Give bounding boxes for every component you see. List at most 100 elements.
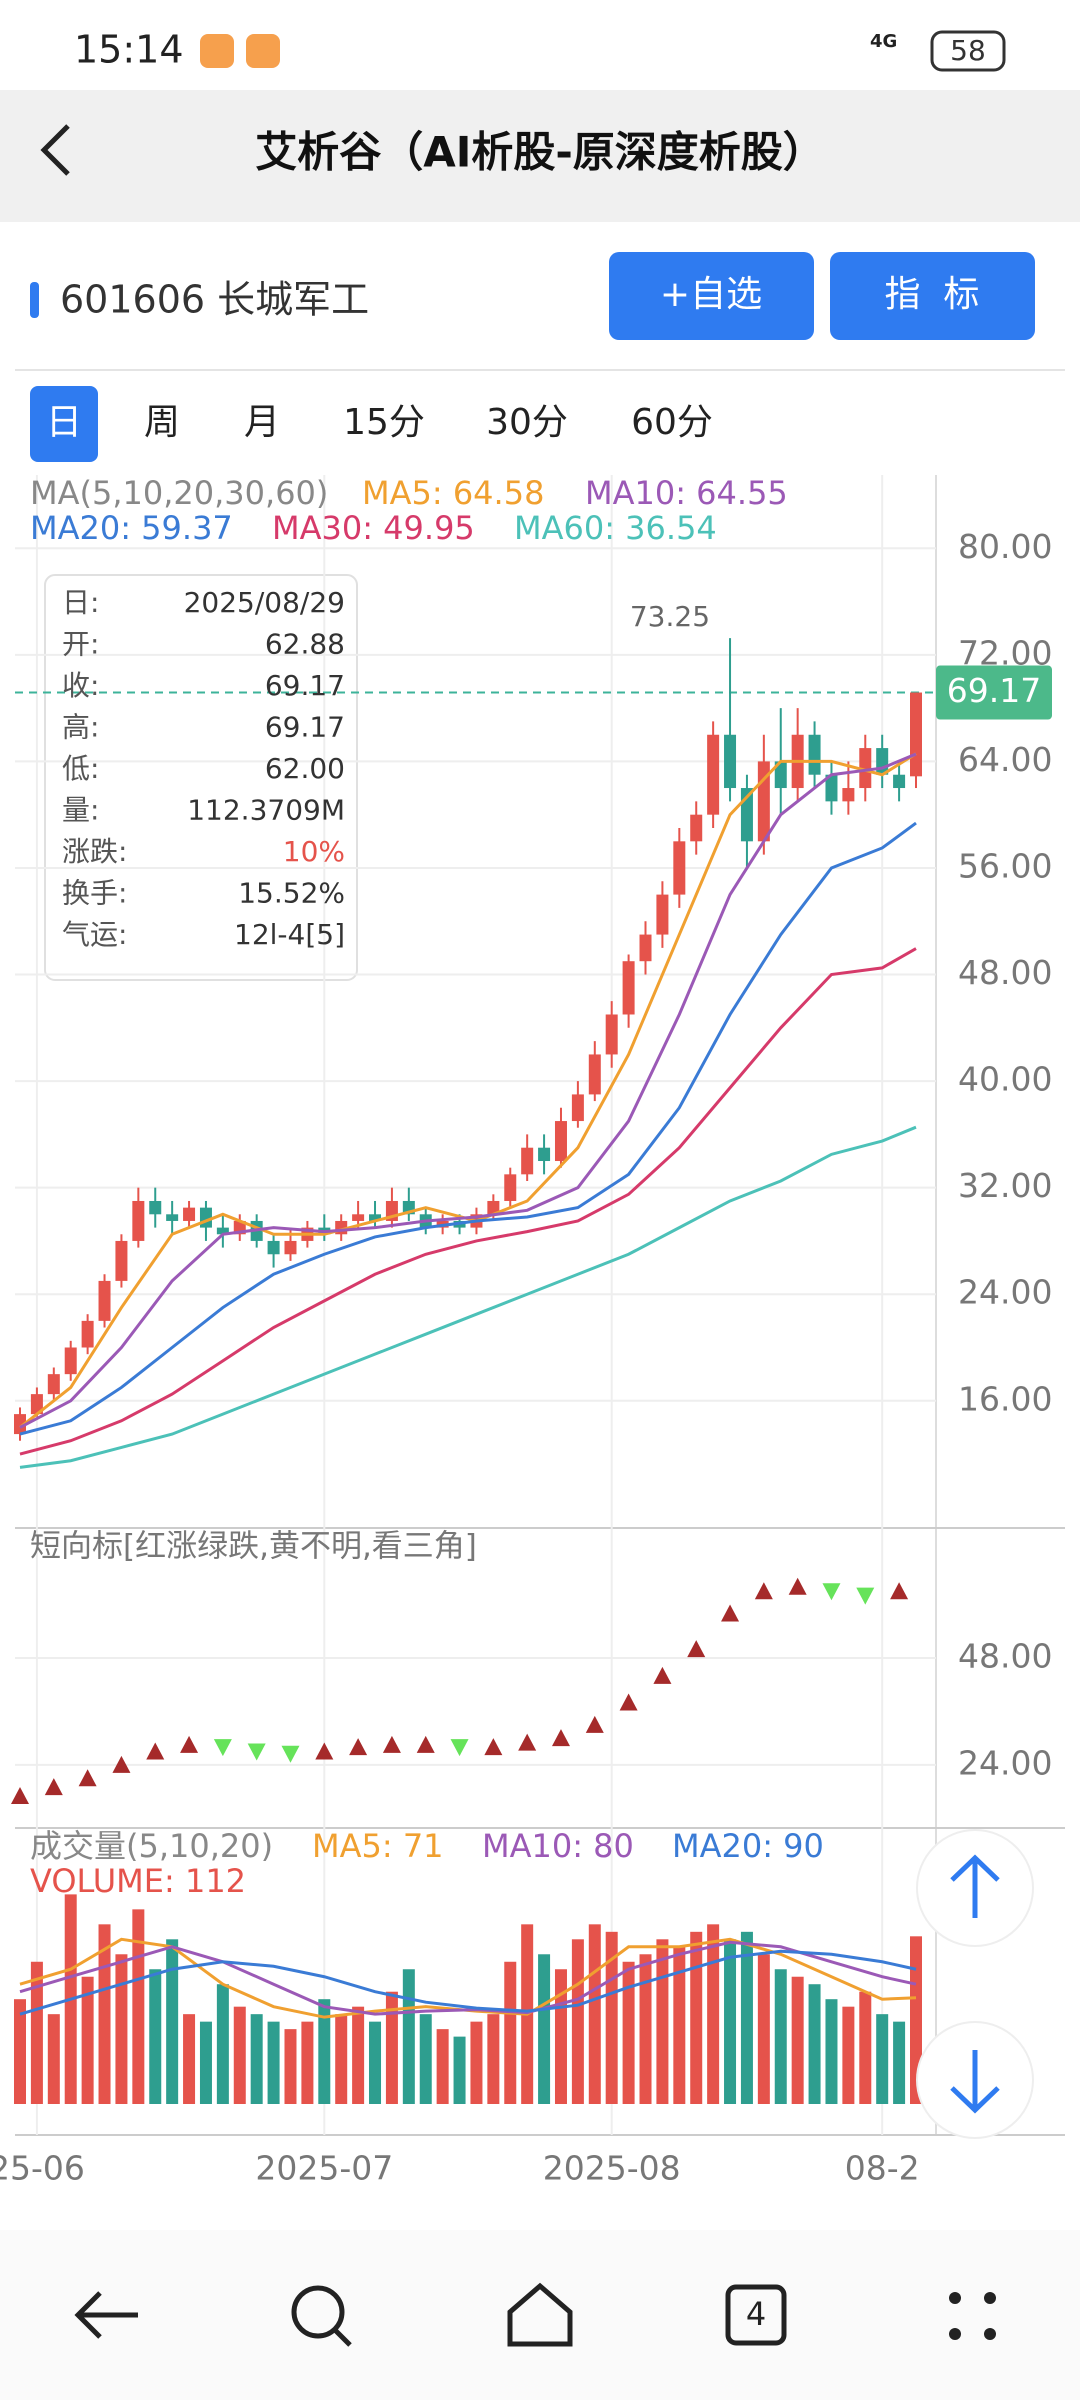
candle-body: [216, 1227, 229, 1235]
x-tick-label: 08-2: [845, 2149, 920, 2188]
volume-bar: [284, 2029, 297, 2104]
volume-legend: MA20: 90: [672, 1827, 824, 1865]
volume-bar: [893, 2021, 906, 2104]
volume-legend: MA10: 80: [482, 1827, 634, 1865]
candle-body: [369, 1214, 382, 1221]
y-tick-label: 32.00: [958, 1166, 1052, 1205]
candle-body: [588, 1054, 601, 1095]
indicator-button[interactable]: [830, 252, 1035, 340]
y-tick-label: 24.00: [958, 1743, 1052, 1782]
candle-body: [808, 734, 821, 775]
volume-bar: [487, 2014, 500, 2104]
period-tab[interactable]: 日: [46, 402, 82, 443]
nav-tabs[interactable]: [725, 2284, 787, 2346]
info-value: 15.52%: [238, 877, 345, 910]
candle-body: [149, 1200, 162, 1215]
indicator-marker: [450, 1739, 469, 1757]
volume-bar: [554, 1969, 567, 2104]
ma-legend: MA30: 49.95: [272, 509, 475, 547]
info-value: 10%: [283, 835, 345, 868]
back-button[interactable]: [40, 124, 70, 176]
volume-bar: [166, 1939, 179, 2104]
volume-bar: [453, 2036, 466, 2104]
volume-bar: [81, 1976, 94, 2104]
info-label: 收:: [62, 669, 99, 702]
volume-bar: [740, 1931, 753, 2104]
period-tab[interactable]: 60分: [631, 402, 713, 443]
candle-body: [538, 1147, 551, 1162]
y-tick-label: 56.00: [958, 846, 1052, 885]
arrow-up: [950, 1854, 1000, 1918]
arrow-down: [950, 2050, 1000, 2114]
volume-bar: [216, 1984, 229, 2104]
nav-menu[interactable]: [949, 2292, 996, 2340]
indicator-marker: [856, 1587, 875, 1605]
nav-search-handle: [333, 2328, 352, 2347]
battery-level: 58: [950, 34, 986, 67]
volume-bar: [724, 1939, 737, 2104]
button-label[interactable]: +自选: [660, 274, 762, 315]
candle-body: [656, 894, 669, 935]
volume-bar: [335, 2014, 348, 2104]
candle-body: [284, 1240, 297, 1255]
nav-bar: [0, 2230, 1080, 2400]
volume-bar: [199, 2021, 212, 2104]
nav-home[interactable]: [507, 2282, 573, 2347]
ma-line: [19, 752, 917, 1429]
volume-bar: [132, 1909, 145, 2104]
candle-body: [267, 1240, 280, 1255]
info-value: 2025/08/29: [184, 586, 345, 619]
volume-bar: [588, 1924, 601, 2104]
candle-body: [910, 692, 922, 777]
info-label: 气运:: [62, 918, 127, 951]
add-watch-button[interactable]: [609, 252, 814, 340]
candle-body: [504, 1174, 517, 1201]
app-icon: [200, 34, 234, 68]
volume-bar: [98, 1924, 111, 2104]
nav-back[interactable]: [74, 2291, 138, 2339]
ma-legend: MA60: 36.54: [514, 509, 717, 547]
y-tick-label: 48.00: [958, 1637, 1052, 1676]
status-network: 4G: [870, 31, 897, 52]
tab-selected[interactable]: [30, 386, 98, 462]
tab-count: 4: [746, 2295, 766, 2333]
info-label: 高:: [62, 711, 99, 744]
stock-name: 601606 长城军工: [60, 278, 369, 322]
indicator-marker: [890, 1582, 909, 1600]
info-label: 量:: [62, 794, 99, 827]
candle-body: [673, 841, 686, 895]
candle-body: [825, 774, 838, 802]
candle-body: [690, 814, 703, 842]
button-label[interactable]: 指 标: [885, 274, 980, 315]
volume-bar: [115, 1954, 128, 2104]
volume-bar: [757, 1954, 770, 2104]
info-label: 换手:: [62, 877, 127, 910]
period-tab[interactable]: 30分: [486, 402, 568, 443]
indicator-title: 短向标[红涨绿跌,黄不明,看三角]: [30, 1529, 477, 1565]
candle-body: [132, 1200, 145, 1241]
period-tab[interactable]: 月: [244, 402, 280, 443]
candle-body: [571, 1094, 584, 1122]
nav-search[interactable]: [291, 2285, 345, 2339]
candle-body: [115, 1240, 128, 1281]
y-tick-label: 24.00: [958, 1273, 1052, 1312]
volume-bar: [673, 1946, 686, 2104]
volume-bar: [250, 2014, 263, 2104]
battery: [930, 30, 1006, 72]
period-tab[interactable]: 15分: [343, 402, 425, 443]
indicator-marker: [721, 1604, 740, 1622]
period-tab[interactable]: 周: [144, 402, 180, 443]
indicator-marker: [281, 1745, 300, 1763]
candle-body: [893, 774, 906, 789]
volume-bar: [876, 2014, 889, 2104]
indicator-marker: [11, 1787, 29, 1805]
volume-ma-line: [19, 1949, 917, 2016]
volume-bar: [791, 1976, 804, 2104]
volume-bar: [233, 2006, 246, 2104]
ma-line: [19, 947, 917, 1456]
candle-body: [605, 1014, 618, 1055]
info-label: 开:: [62, 628, 99, 661]
x-tick-label: 2025-07: [255, 2149, 393, 2188]
volume-bar: [538, 1954, 551, 2104]
